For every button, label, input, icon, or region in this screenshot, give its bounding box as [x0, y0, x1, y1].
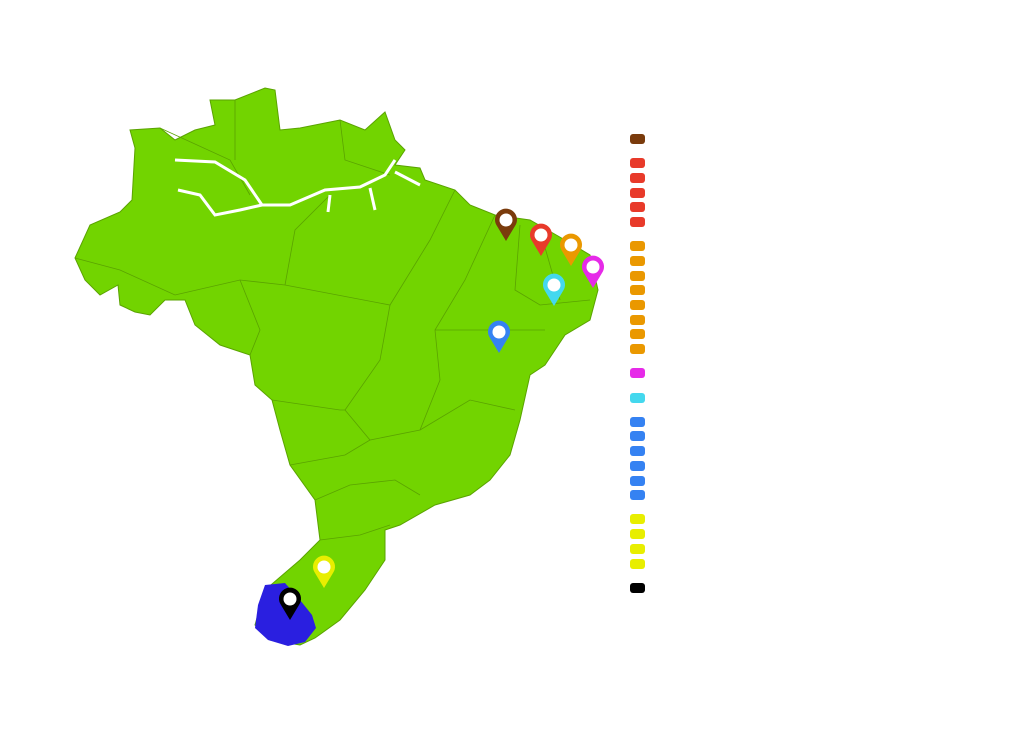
pin-center	[317, 560, 331, 574]
legend-swatch[interactable]	[630, 255, 645, 266]
legend-swatch[interactable]	[630, 285, 645, 296]
pin-center	[499, 213, 513, 227]
pin-center	[283, 592, 297, 606]
legend-swatch[interactable]	[630, 475, 645, 486]
markers-layer	[279, 208, 605, 620]
brazil-land	[74, 87, 599, 646]
legend-swatch[interactable]	[630, 202, 645, 213]
map-pin-brown[interactable]	[495, 208, 517, 241]
legend-swatch[interactable]	[630, 314, 645, 325]
legend-swatch[interactable]	[630, 582, 645, 593]
highlighted-region	[255, 583, 316, 646]
legend-swatch[interactable]	[630, 368, 645, 379]
legend-swatch[interactable]	[630, 270, 645, 281]
legend-swatch[interactable]	[630, 431, 645, 442]
legend-swatch[interactable]	[630, 446, 645, 457]
map-pin-red[interactable]	[530, 223, 552, 256]
legend-swatch[interactable]	[630, 187, 645, 198]
legend-swatch[interactable]	[630, 241, 645, 252]
legend-swatch[interactable]	[630, 543, 645, 554]
pin-center	[586, 260, 600, 274]
legend-swatch[interactable]	[630, 158, 645, 169]
pin-center	[547, 278, 561, 292]
legend-swatch[interactable]	[630, 329, 645, 340]
legend-swatch[interactable]	[630, 490, 645, 501]
map-pin-black[interactable]	[279, 587, 301, 620]
pin-center	[492, 325, 506, 339]
map-pin-magenta[interactable]	[582, 255, 605, 288]
legend-swatch[interactable]	[630, 416, 645, 427]
rivers	[174, 158, 421, 217]
legend-swatch[interactable]	[630, 172, 645, 183]
map-pin-blue[interactable]	[488, 320, 511, 353]
legend-swatch[interactable]	[630, 460, 645, 471]
legend-swatch[interactable]	[630, 217, 645, 227]
pin-center	[564, 238, 578, 252]
legend-swatch[interactable]	[630, 344, 645, 355]
pin-center	[534, 228, 548, 242]
legend-swatch[interactable]	[630, 134, 645, 144]
map-pin-orange[interactable]	[560, 233, 583, 266]
legend-swatch[interactable]	[630, 392, 645, 403]
legend-swatch[interactable]	[630, 514, 645, 525]
legend-swatch[interactable]	[630, 529, 645, 540]
map-pin-cyan[interactable]	[543, 273, 566, 306]
legend-swatch[interactable]	[630, 300, 645, 310]
legend-swatch[interactable]	[630, 558, 645, 569]
map-pin-yellow[interactable]	[312, 555, 335, 588]
